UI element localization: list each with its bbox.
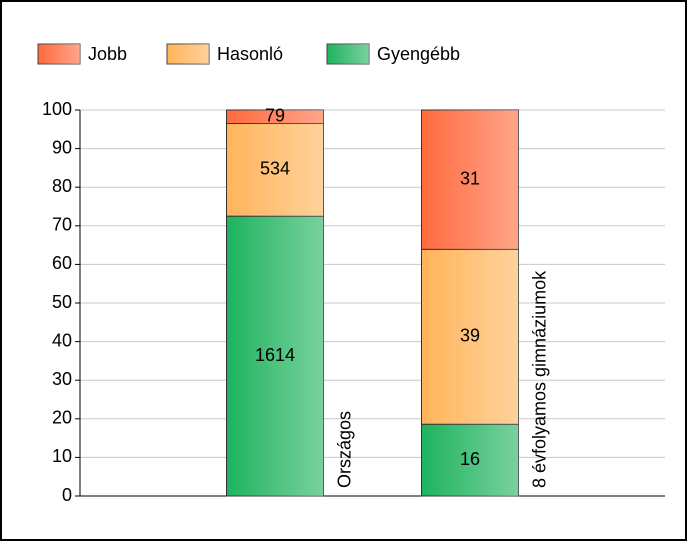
y-tick-label: 10 xyxy=(52,446,72,466)
legend-sheen xyxy=(167,44,209,64)
bar-sheen xyxy=(226,123,324,217)
y-tick-label: 30 xyxy=(52,369,72,389)
y-tick-label: 70 xyxy=(52,215,72,235)
legend-label: Gyengébb xyxy=(377,44,460,64)
x-tick-label: 8 évfolyamos gimnáziumok xyxy=(529,270,549,488)
bar-sheen xyxy=(226,110,324,124)
legend-label: Hasonló xyxy=(217,44,283,64)
y-tick-label: 90 xyxy=(52,137,72,157)
y-tick-label: 50 xyxy=(52,292,72,312)
y-tick-label: 80 xyxy=(52,176,72,196)
legend-sheen xyxy=(327,44,369,64)
bar-sheen xyxy=(421,110,519,250)
bar-sheen xyxy=(421,424,519,496)
data-label: 16 xyxy=(460,449,480,469)
y-tick-label: 60 xyxy=(52,253,72,273)
legend-sheen xyxy=(38,44,80,64)
data-label: 534 xyxy=(260,159,290,179)
data-label: 31 xyxy=(460,168,480,188)
data-label: 1614 xyxy=(255,345,295,365)
x-tick-label: Országos xyxy=(334,411,354,488)
y-tick-label: 0 xyxy=(62,485,72,505)
y-tick-label: 100 xyxy=(42,99,72,119)
y-tick-label: 40 xyxy=(52,330,72,350)
y-tick-label: 20 xyxy=(52,408,72,428)
data-label: 79 xyxy=(265,106,285,126)
data-label: 39 xyxy=(460,326,480,346)
bar-sheen xyxy=(421,249,519,425)
bar-sheen xyxy=(226,216,324,496)
legend-label: Jobb xyxy=(88,44,127,64)
